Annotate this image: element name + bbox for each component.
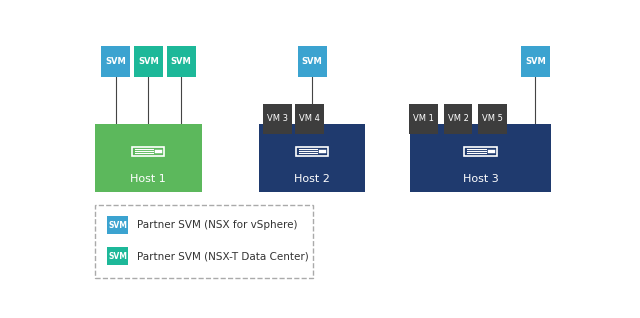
Text: VM 1: VM 1	[413, 114, 434, 123]
FancyBboxPatch shape	[410, 124, 551, 192]
FancyBboxPatch shape	[263, 104, 292, 134]
FancyBboxPatch shape	[259, 124, 365, 192]
FancyBboxPatch shape	[298, 45, 326, 77]
FancyBboxPatch shape	[521, 45, 550, 77]
Text: SVM: SVM	[108, 221, 127, 230]
FancyBboxPatch shape	[108, 216, 128, 234]
Text: SVM: SVM	[171, 57, 191, 66]
FancyBboxPatch shape	[167, 45, 196, 77]
Text: Host 2: Host 2	[294, 174, 330, 184]
Text: VM 5: VM 5	[482, 114, 503, 123]
Text: Host 3: Host 3	[463, 174, 499, 184]
FancyBboxPatch shape	[108, 247, 128, 265]
FancyBboxPatch shape	[134, 45, 163, 77]
Text: Partner SVM (NSX for vSphere): Partner SVM (NSX for vSphere)	[137, 220, 298, 230]
FancyBboxPatch shape	[409, 104, 438, 134]
FancyBboxPatch shape	[444, 104, 472, 134]
Text: VM 2: VM 2	[447, 114, 468, 123]
Text: SVM: SVM	[301, 57, 323, 66]
Text: VM 4: VM 4	[300, 114, 320, 123]
Text: SVM: SVM	[138, 57, 159, 66]
FancyBboxPatch shape	[478, 104, 507, 134]
Text: Host 1: Host 1	[131, 174, 166, 184]
FancyBboxPatch shape	[101, 45, 130, 77]
Text: SVM: SVM	[525, 57, 546, 66]
FancyBboxPatch shape	[95, 124, 202, 192]
FancyBboxPatch shape	[295, 104, 324, 134]
Text: SVM: SVM	[108, 252, 127, 260]
Text: VM 3: VM 3	[267, 114, 288, 123]
Text: Partner SVM (NSX-T Data Center): Partner SVM (NSX-T Data Center)	[137, 251, 308, 261]
Text: SVM: SVM	[106, 57, 126, 66]
